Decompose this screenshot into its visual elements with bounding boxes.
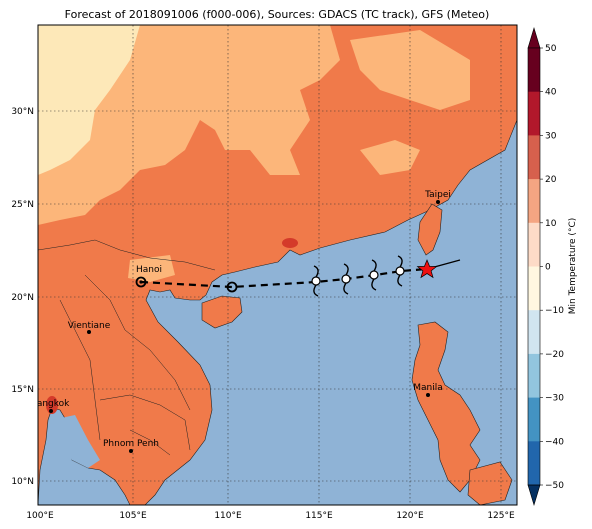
- grid-lines: [38, 25, 517, 505]
- hainan-island: [201, 295, 243, 329]
- lon-tick: 100°E: [26, 511, 54, 521]
- city-label-hanoi: Hanoi: [136, 265, 162, 275]
- map-area: Taipei Hanoi Vientiane Manila Bangkok Ph…: [31, 25, 517, 505]
- colorbar-tick-label: −30: [545, 394, 564, 404]
- colorbar-segment: [528, 222, 540, 267]
- storm-icon: [341, 263, 351, 295]
- colorbar-segment: [528, 179, 540, 224]
- city-label-phnom-penh: Phnom Penh: [103, 439, 159, 449]
- lon-tick: 120°E: [396, 511, 424, 521]
- colorbar-tick-label: −20: [545, 350, 564, 360]
- city-label-taipei: Taipei: [424, 190, 451, 200]
- current-position-star: [416, 259, 438, 279]
- lat-tick: 25°N: [11, 200, 34, 210]
- city-label-manila: Manila: [413, 383, 443, 393]
- map-frame: [37, 24, 518, 506]
- colorbar-extend-bottom: [527, 484, 541, 507]
- colorbar-segment: [528, 135, 540, 180]
- colorbar-segment: [528, 353, 540, 399]
- colorbar-segment: [528, 91, 540, 136]
- storm-icon: [369, 259, 379, 291]
- hotspot: [46, 396, 58, 414]
- colorbar-tick-label: 20: [545, 175, 557, 185]
- landfall-marker: [226, 281, 238, 293]
- colorbar-extend-top: [527, 26, 541, 49]
- gulf-of-thailand: [52, 415, 100, 468]
- colorbar-tick-label: −10: [545, 306, 564, 316]
- lat-tick: 30°N: [11, 107, 34, 117]
- storm-icon: [311, 265, 321, 297]
- taiwan-island: [417, 203, 443, 256]
- colorbar-tick-label: 0: [545, 263, 551, 273]
- colorbar: 50 40 30 20 10 0 −10 −20 −30 −40 −50: [527, 26, 564, 507]
- colorbar-segment: [528, 397, 540, 442]
- lon-tick: 125°E: [487, 511, 515, 521]
- colorbar-tick-label: −50: [545, 481, 564, 491]
- storm-glyphs: [311, 255, 405, 297]
- colorbar-label: Min Temperature (°C): [568, 218, 578, 315]
- city-label-bangkok: Bangkok: [31, 399, 71, 409]
- country-borders: [38, 239, 216, 456]
- land-warm-patch-3: [360, 140, 420, 175]
- lon-tick: 105°E: [119, 511, 147, 521]
- lon-tick: 115°E: [305, 511, 333, 521]
- lat-tick: 10°N: [11, 477, 34, 487]
- landfall-marker: [135, 276, 147, 288]
- land-mild-patch: [38, 25, 140, 175]
- lon-tick: 110°E: [214, 511, 242, 521]
- colorbar-tick-label: 40: [545, 88, 557, 98]
- colorbar-segment: [528, 310, 540, 355]
- storm-icon: [395, 255, 405, 287]
- hotspot: [282, 238, 298, 248]
- colorbar-segment: [528, 441, 540, 486]
- lat-tick: 20°N: [11, 293, 34, 303]
- map-title: Forecast of 2018091006 (f000-006), Sourc…: [65, 8, 490, 21]
- colorbar-tick-label: 10: [545, 219, 557, 229]
- colorbar-tick-label: −40: [545, 437, 564, 447]
- colorbar-segment: [528, 266, 540, 311]
- colorbar-segment: [528, 48, 540, 93]
- land-warm-patch-4: [128, 255, 175, 282]
- lat-tick: 15°N: [11, 385, 34, 395]
- colorbar-tick-label: 30: [545, 131, 557, 141]
- lon-tick-labels: 100°E 105°E 110°E 115°E 120°E 125°E: [26, 511, 515, 521]
- lat-tick-labels: 10°N 15°N 20°N 25°N 30°N: [11, 107, 34, 487]
- city-label-vientiane: Vientiane: [68, 321, 111, 331]
- colorbar-tick-label: 50: [545, 44, 557, 54]
- city-dots: [49, 200, 440, 453]
